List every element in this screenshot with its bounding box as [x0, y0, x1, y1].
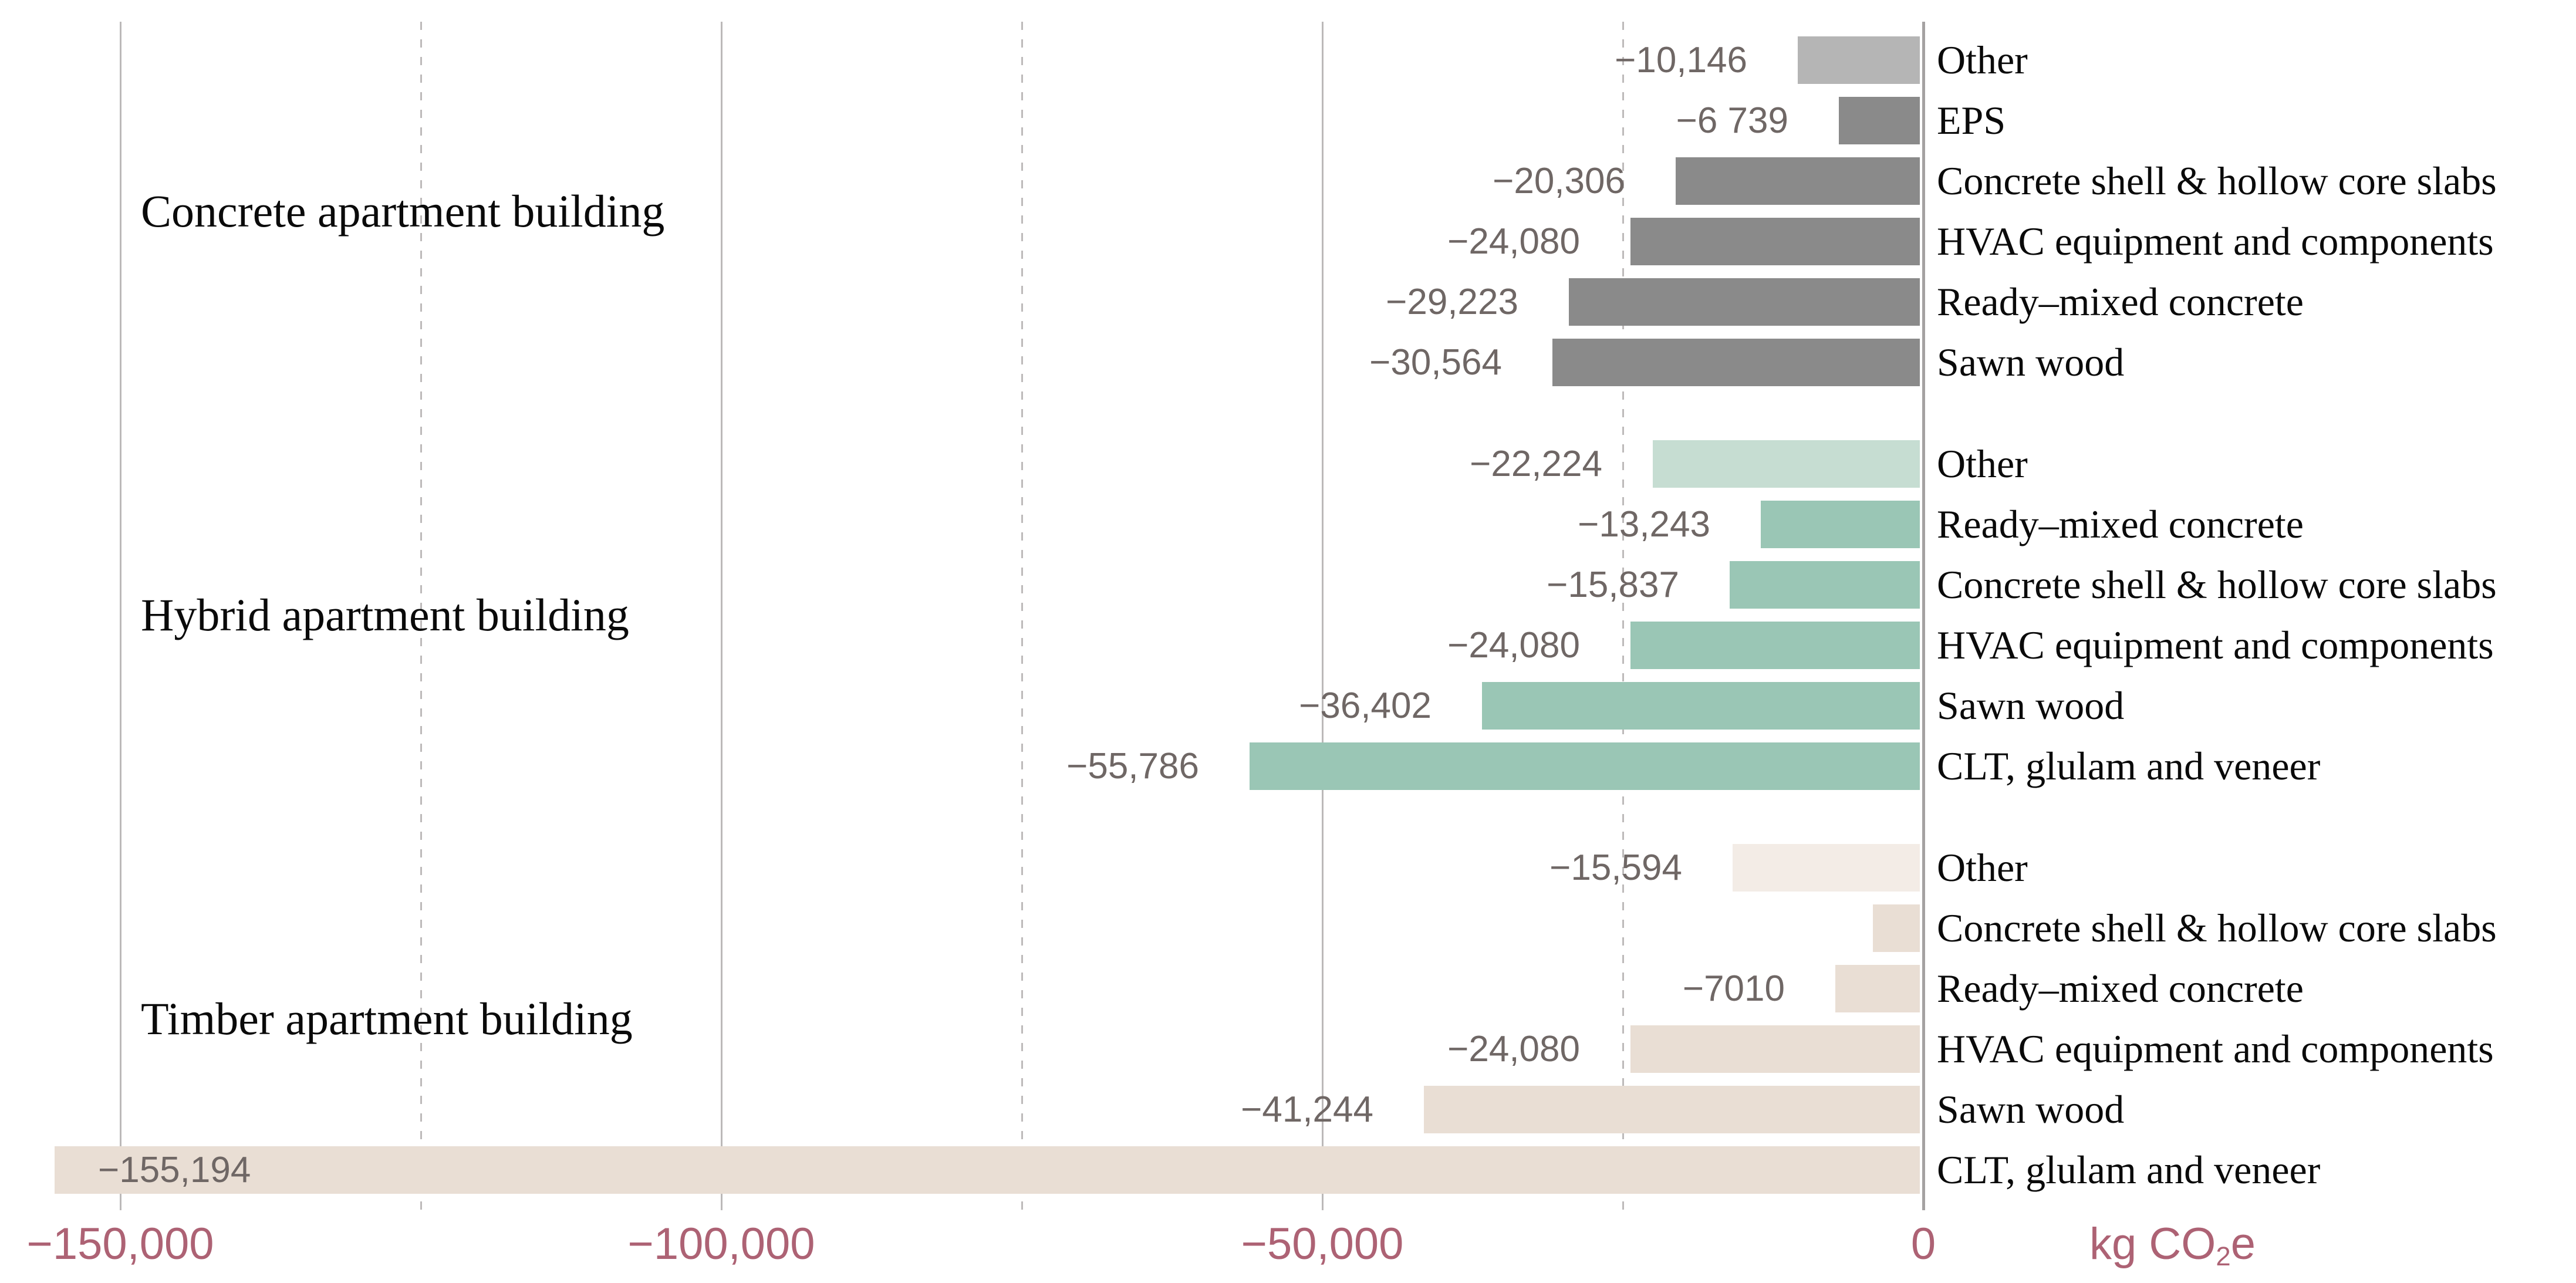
bar-group2-row2 — [1761, 501, 1920, 548]
zero-axis-line — [1922, 22, 1925, 1210]
category-label: HVAC equipment and components — [1937, 623, 2494, 667]
bar-group1-row1 — [1798, 36, 1920, 84]
group-label-1: Concrete apartment building — [141, 185, 665, 237]
value-label: −13,243 — [1578, 504, 1710, 545]
axis-unit-prefix: kg CO — [2089, 1219, 2216, 1269]
category-label: Ready–mixed concrete — [1937, 502, 2304, 546]
x-tick-label--100000: −100,000 — [627, 1219, 815, 1269]
gridline-dashed--25000 — [1622, 22, 1624, 1210]
x-tick-label-0: 0 — [1910, 1219, 1936, 1269]
value-label: −24,080 — [1447, 221, 1580, 262]
bar-group3-row1 — [1733, 844, 1920, 892]
category-label: CLT, glulam and veneer — [1937, 1147, 2321, 1192]
category-label: Sawn wood — [1937, 1087, 2125, 1132]
bar-group3-row5 — [1424, 1086, 1920, 1133]
group-label-3: Timber apartment building — [141, 993, 633, 1044]
bar-group2-row4 — [1630, 622, 1920, 669]
bar-group2-row1 — [1653, 440, 1920, 488]
category-label: Concrete shell & hollow core slabs — [1937, 158, 2497, 203]
category-label: Concrete shell & hollow core slabs — [1937, 906, 2497, 950]
category-label: Ready–mixed concrete — [1937, 966, 2304, 1011]
value-label: −10,146 — [1615, 40, 1747, 80]
gridline-solid--50000 — [1322, 22, 1324, 1210]
value-label: −41,244 — [1241, 1089, 1373, 1130]
category-label: Other — [1937, 441, 2028, 486]
bar-group2-row6 — [1250, 742, 1920, 790]
value-label: −15,594 — [1549, 848, 1682, 888]
value-label: −24,080 — [1447, 625, 1580, 666]
gridline-dashed--125000 — [420, 22, 422, 1210]
value-label: −7010 — [1682, 968, 1785, 1009]
gridline-dashed--75000 — [1021, 22, 1023, 1210]
value-label: −22,224 — [1470, 444, 1602, 484]
value-label: −24,080 — [1447, 1029, 1580, 1069]
bar-group2-row5 — [1482, 682, 1920, 730]
axis-unit-suffix: e — [2230, 1219, 2256, 1269]
axis-unit-subscript: 2 — [2216, 1241, 2231, 1272]
gridline-solid--100000 — [721, 22, 723, 1210]
bar-group3-row4 — [1630, 1025, 1920, 1073]
bar-group3-row2 — [1873, 904, 1920, 952]
category-label: Ready–mixed concrete — [1937, 279, 2304, 324]
category-label: HVAC equipment and components — [1937, 219, 2494, 264]
category-label: Other — [1937, 38, 2028, 82]
value-label: −55,786 — [1066, 746, 1199, 786]
category-label: Sawn wood — [1937, 340, 2125, 384]
category-label: Concrete shell & hollow core slabs — [1937, 562, 2497, 607]
x-tick-label--150000: −150,000 — [26, 1219, 214, 1269]
category-label: CLT, glulam and veneer — [1937, 744, 2321, 788]
value-label: −20,306 — [1493, 161, 1625, 201]
group-label-2: Hybrid apartment building — [141, 589, 629, 640]
category-label: Sawn wood — [1937, 683, 2125, 728]
bar-group1-row5 — [1569, 278, 1920, 326]
value-label: −155,194 — [98, 1150, 251, 1190]
gridline-solid--150000 — [120, 22, 121, 1210]
bar-group1-row4 — [1630, 218, 1920, 265]
value-label: −15,837 — [1547, 565, 1679, 605]
category-label: HVAC equipment and components — [1937, 1027, 2494, 1071]
category-label: EPS — [1937, 98, 2006, 143]
value-label: −36,402 — [1299, 686, 1432, 726]
axis-unit-label: kg CO2e — [2089, 1220, 2256, 1275]
bar-group3-row6 — [55, 1146, 1920, 1194]
value-label: −6 739 — [1676, 100, 1788, 141]
value-label: −30,564 — [1369, 342, 1502, 383]
x-tick-label--50000: −50,000 — [1241, 1219, 1404, 1269]
bar-group3-row3 — [1835, 965, 1920, 1012]
value-label: −29,223 — [1386, 282, 1518, 322]
bar-group1-row3 — [1676, 157, 1920, 205]
bar-group1-row2 — [1839, 97, 1920, 144]
bar-group1-row6 — [1552, 339, 1920, 386]
category-label: Other — [1937, 845, 2028, 890]
bar-group2-row3 — [1730, 561, 1920, 609]
